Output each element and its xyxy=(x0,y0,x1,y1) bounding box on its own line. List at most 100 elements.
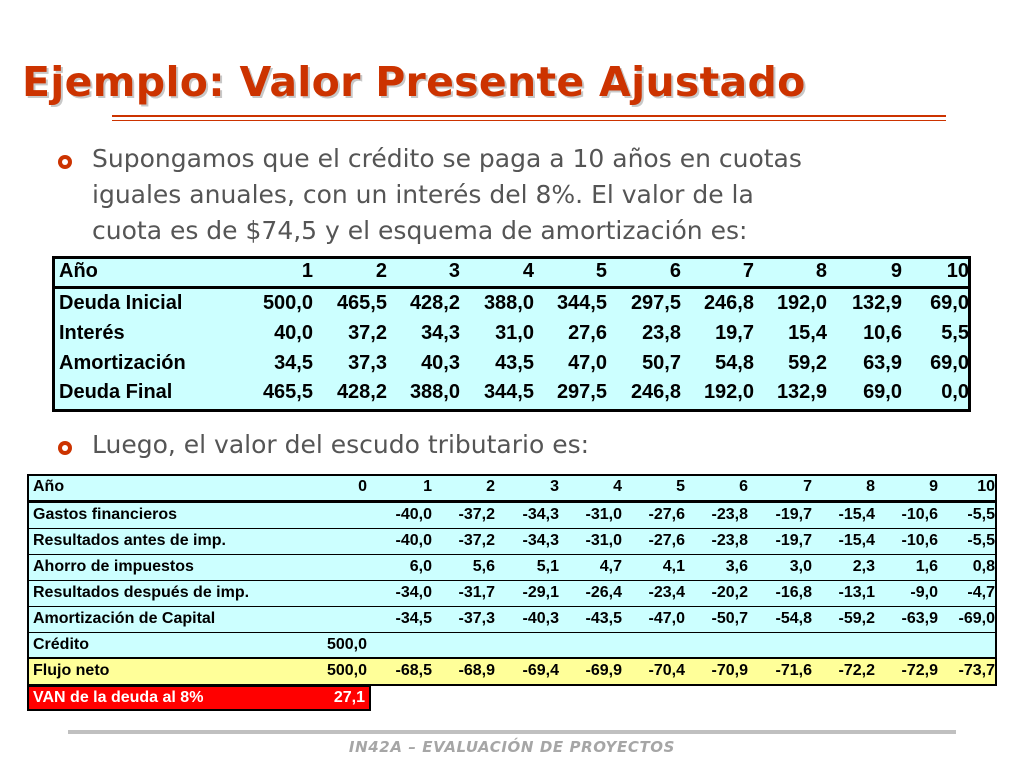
table-cell: -72,2 xyxy=(838,662,875,679)
van-row: VAN de la deuda al 8% 27,1 xyxy=(27,685,371,711)
table-cell: 69,0 xyxy=(863,381,902,403)
table-cell: -40,0 xyxy=(395,532,432,549)
table-cell: 3,0 xyxy=(789,558,812,575)
table-cell: -69,9 xyxy=(585,662,622,679)
bullet-icon xyxy=(58,441,72,455)
table-cell: 5,6 xyxy=(472,558,495,575)
footer-text: IN42A – EVALUACIÓN DE PROYECTOS xyxy=(348,738,676,756)
header-year: 3 xyxy=(448,260,460,282)
table-cell: 40,3 xyxy=(421,352,460,374)
table-cell: -5,5 xyxy=(967,532,995,549)
table-cell: 465,5 xyxy=(336,292,387,314)
table-cell: -47,0 xyxy=(648,610,685,627)
table-cell: 23,8 xyxy=(642,322,681,344)
van-value: 27,1 xyxy=(333,689,365,706)
table-cell: 34,3 xyxy=(421,322,460,344)
table-cell: -43,5 xyxy=(585,610,622,627)
table-cell: 388,0 xyxy=(409,381,460,403)
table-cell: 192,0 xyxy=(703,381,754,403)
header-year: 1 xyxy=(423,478,432,495)
table-cell: 34,5 xyxy=(274,352,313,374)
table-cell: 63,9 xyxy=(863,352,902,374)
table-cell: 297,5 xyxy=(556,381,607,403)
table-cell: -70,4 xyxy=(648,662,685,679)
table-cell: 0,8 xyxy=(972,558,995,575)
table-cell: -34,3 xyxy=(522,532,559,549)
table-cell: 388,0 xyxy=(483,292,534,314)
table-cell: -31,7 xyxy=(458,584,495,601)
row-label: Ahorro de impuestos xyxy=(33,558,194,575)
table-cell: 2,3 xyxy=(852,558,875,575)
table-cell: 27,6 xyxy=(568,322,607,344)
table-cell: -37,2 xyxy=(458,532,495,549)
header-year: 8 xyxy=(866,478,875,495)
row-label: Amortización xyxy=(59,352,186,374)
table-cell: 132,9 xyxy=(776,381,827,403)
table-cell: -34,0 xyxy=(395,584,432,601)
table-cell: 37,2 xyxy=(348,322,387,344)
row-label: Resultados después de imp. xyxy=(33,584,250,601)
header-year: 7 xyxy=(803,478,812,495)
header-year: 6 xyxy=(739,478,748,495)
header-year: 5 xyxy=(676,478,685,495)
header-year: 3 xyxy=(550,478,559,495)
table-cell: -54,8 xyxy=(775,610,812,627)
table-cell: -5,5 xyxy=(967,506,995,523)
table-cell: 37,3 xyxy=(348,352,387,374)
row-divider xyxy=(29,554,995,555)
table-cell: -69,0 xyxy=(958,610,995,627)
header-year: 5 xyxy=(595,260,607,282)
table-cell: -59,2 xyxy=(838,610,875,627)
table-cell: 246,8 xyxy=(703,292,754,314)
table-cell: -71,6 xyxy=(775,662,812,679)
table-cell: -20,2 xyxy=(711,584,748,601)
row-label: Resultados antes de imp. xyxy=(33,532,226,549)
table-cell: -26,4 xyxy=(585,584,622,601)
table-cell: 428,2 xyxy=(336,381,387,403)
table-cell: 428,2 xyxy=(409,292,460,314)
header-year: 10 xyxy=(977,478,995,495)
table-cell: 31,0 xyxy=(495,322,534,344)
table-cell: -9,0 xyxy=(910,584,938,601)
bullet-line: cuota es de $74,5 y el esquema de amorti… xyxy=(92,216,748,245)
table-cell: -31,0 xyxy=(585,506,622,523)
row-divider xyxy=(29,528,995,529)
table-cell: -23,8 xyxy=(711,506,748,523)
van-label: VAN de la deuda al 8% xyxy=(33,689,204,706)
header-year: 4 xyxy=(522,260,534,282)
table-cell: 500,0 xyxy=(326,636,367,653)
header-label: Año xyxy=(33,478,65,495)
header-year: 6 xyxy=(669,260,681,282)
bullet-line: Supongamos que el crédito se paga a 10 a… xyxy=(92,144,802,173)
table-cell: 40,0 xyxy=(274,322,313,344)
table-cell: -40,0 xyxy=(395,506,432,523)
table-cell: 297,5 xyxy=(630,292,681,314)
table-cell: -29,1 xyxy=(522,584,559,601)
slide-title: Ejemplo: Valor Presente Ajustado xyxy=(22,58,806,106)
header-year: 8 xyxy=(815,260,827,282)
table-cell: 54,8 xyxy=(715,352,754,374)
table-cell: -10,6 xyxy=(901,506,938,523)
row-label: Flujo neto xyxy=(33,662,110,679)
table-cell: 0,0 xyxy=(941,381,969,403)
table-cell: -63,9 xyxy=(901,610,938,627)
table-cell: 1,6 xyxy=(915,558,938,575)
header-year: 4 xyxy=(613,478,622,495)
table-cell: -27,6 xyxy=(648,506,685,523)
table-cell: -10,6 xyxy=(901,532,938,549)
tax-shield-table: Año 0 1 2 3 4 5 6 7 8 9 10 Gastos financieros -40,0 -3… xyxy=(27,474,997,686)
table-cell: 19,7 xyxy=(715,322,754,344)
row-divider xyxy=(29,580,995,581)
header-label: Año xyxy=(59,260,98,282)
row-divider xyxy=(29,657,995,659)
table-cell: 47,0 xyxy=(568,352,607,374)
table-cell: 50,7 xyxy=(642,352,681,374)
table-cell: -73,7 xyxy=(958,662,995,679)
bullet-icon xyxy=(58,155,72,169)
title-underline-thin xyxy=(112,120,946,121)
table-cell: 344,5 xyxy=(483,381,534,403)
table-cell: 4,1 xyxy=(662,558,685,575)
table-cell: -69,4 xyxy=(522,662,559,679)
table-cell: 3,6 xyxy=(725,558,748,575)
table-cell: 69,0 xyxy=(930,352,969,374)
